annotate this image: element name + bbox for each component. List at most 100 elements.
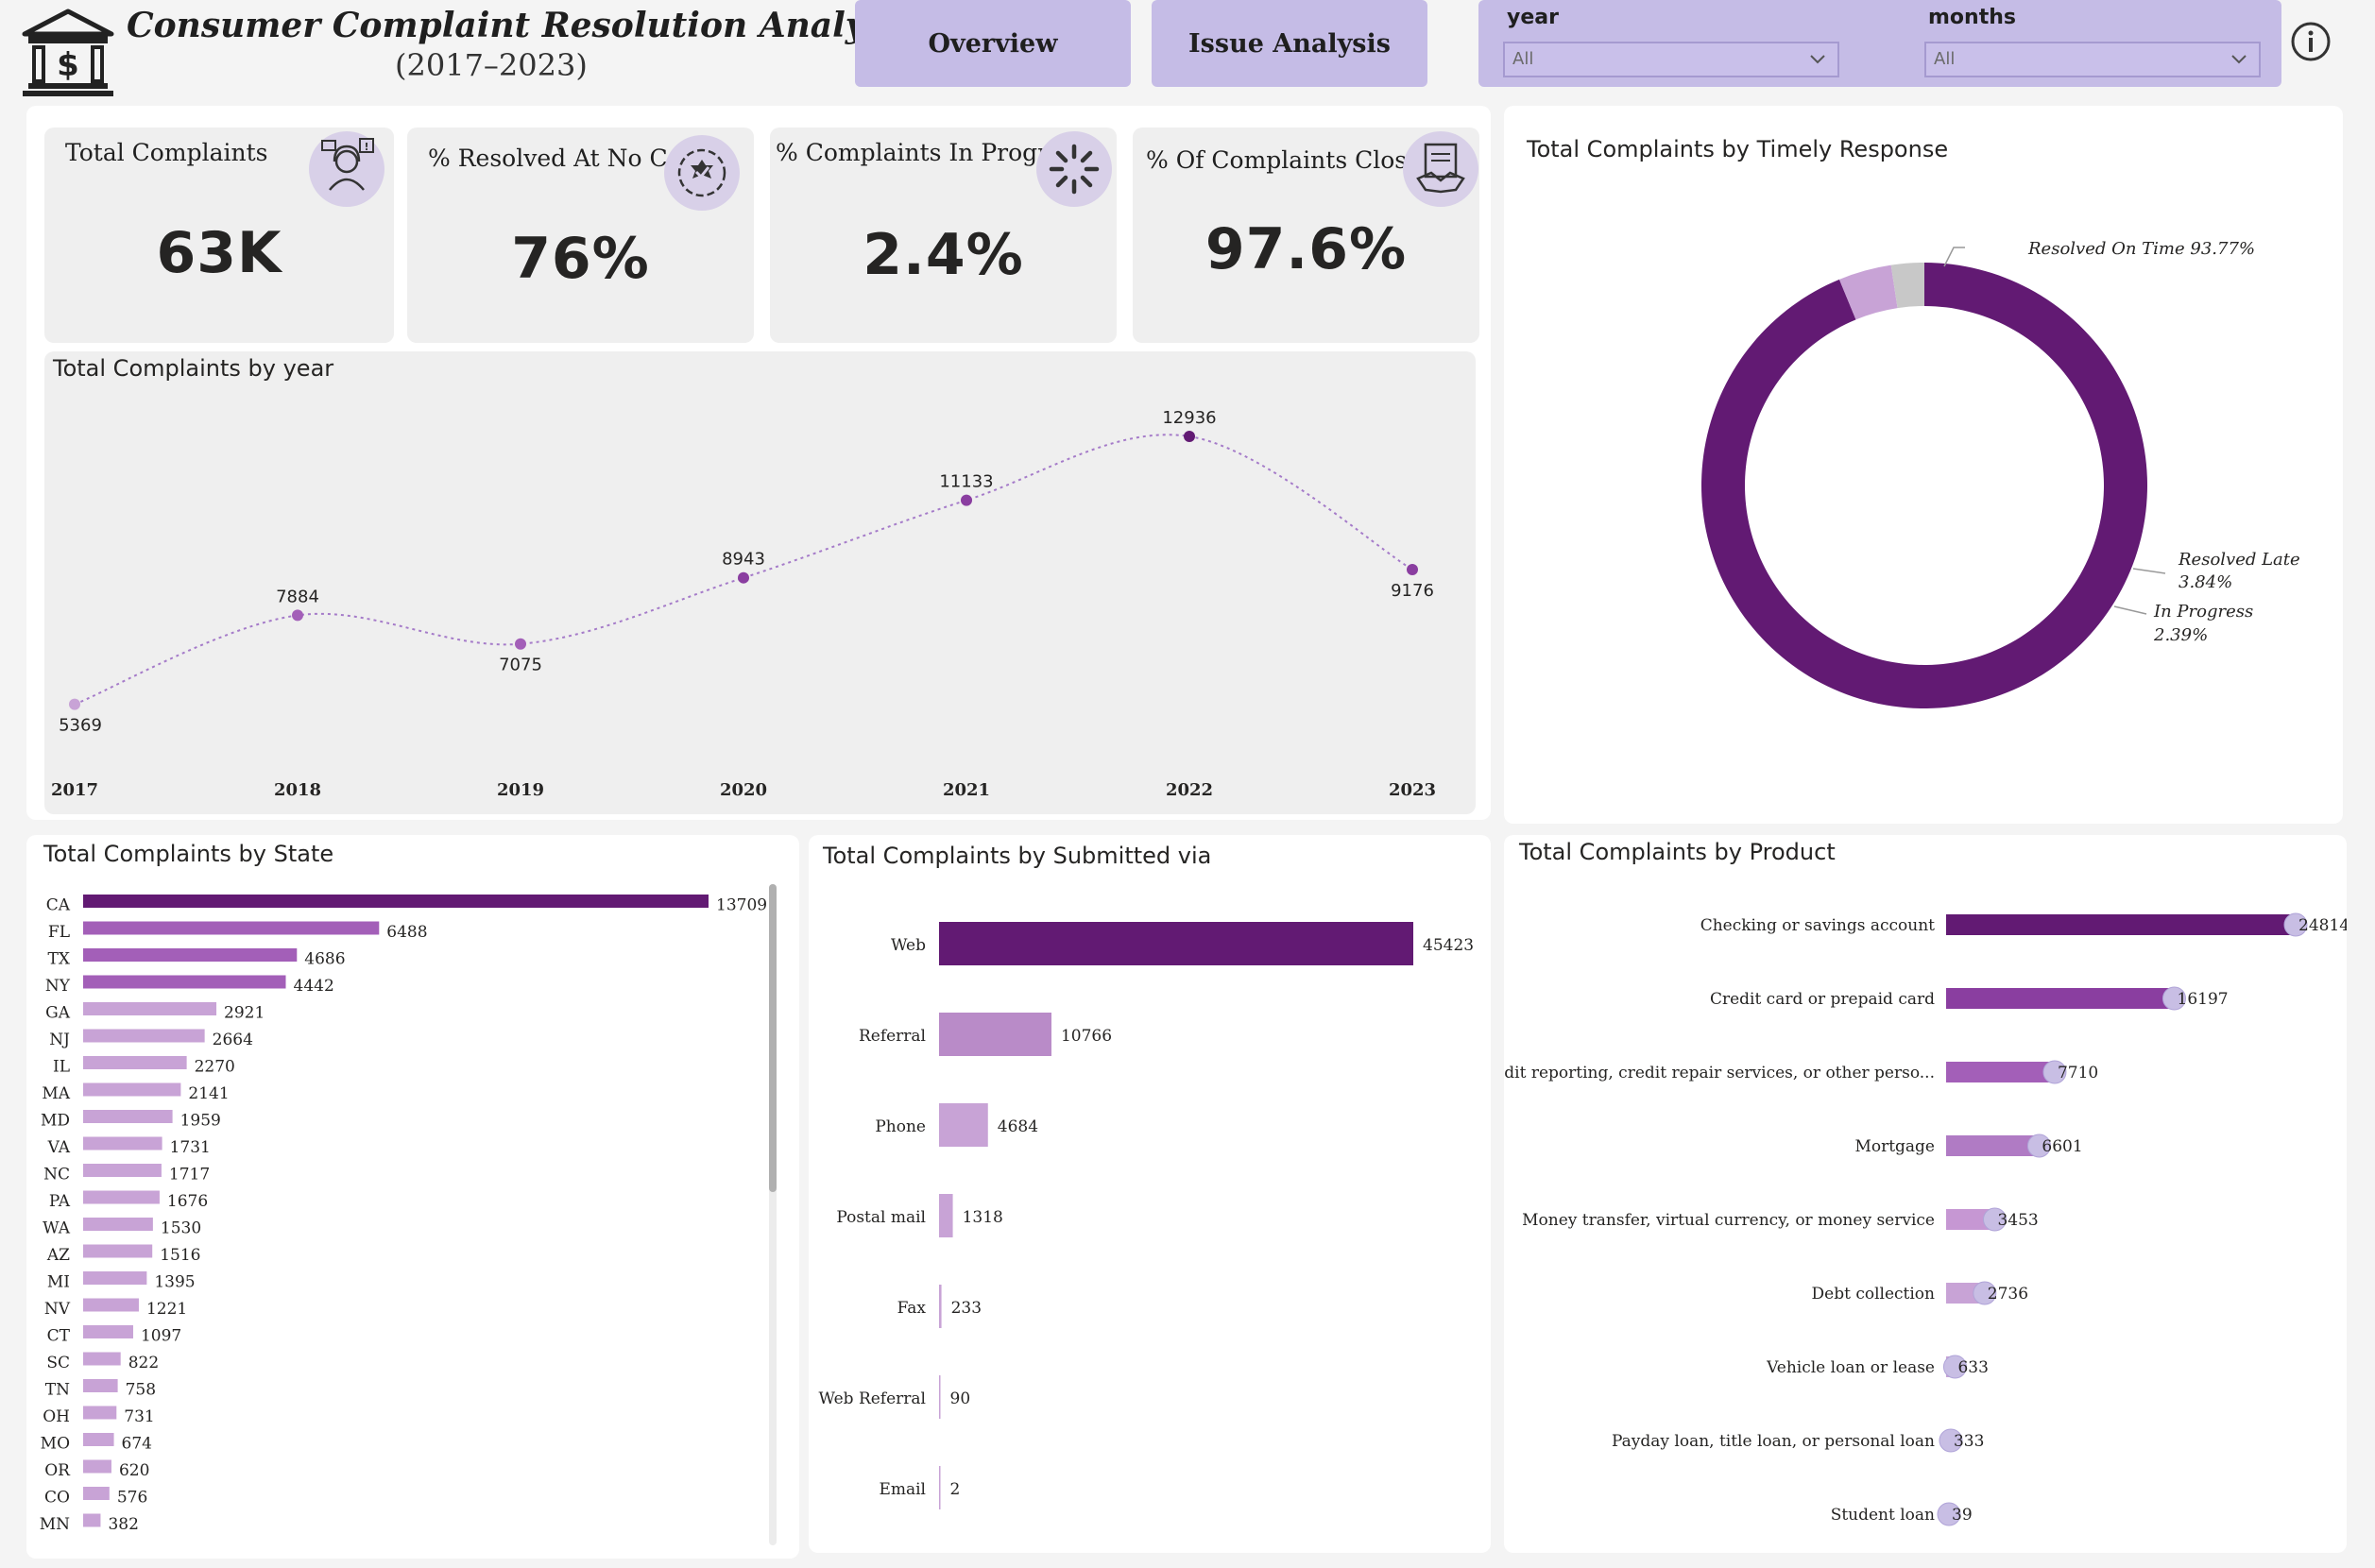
channel-bar [939,1375,941,1419]
channel-value-label: 1318 [963,1208,1003,1227]
product-chart-title: Total Complaints by Product [1519,839,1836,865]
line-series [74,434,1413,706]
state-label: IL [53,1058,70,1077]
state-value-label: 1516 [160,1246,200,1265]
product-label: Debt collection [1812,1285,1936,1304]
product-value-label: 3453 [1997,1211,2038,1230]
state-bar [83,1406,117,1420]
channel-bar [939,922,1413,965]
donut-label-progress-pct: 2.39% [2153,625,2208,645]
line-chart-panel: Total Complaints by year 5369 2017 7884 201… [44,351,1476,814]
channel-bar [939,1466,941,1509]
donut-slice [1838,264,1898,320]
year-slicer-dropdown[interactable]: All [1503,42,1839,77]
state-label: MI [47,1273,70,1292]
nav-issue-analysis-button[interactable]: Issue Analysis [1152,0,1427,87]
line-point [69,698,80,710]
state-value-label: 731 [124,1407,154,1426]
product-value-label: 333 [1954,1432,1984,1451]
timely-response-panel: Total Complaints by Timely Response Reso… [1504,106,2343,824]
state-bar [83,1056,187,1069]
state-bar [83,1352,121,1366]
state-value-label: 1959 [180,1112,221,1131]
state-label: OH [43,1407,70,1426]
kpi-in-progress[interactable]: % Complaints In Progress 2.4% [770,128,1117,343]
state-label: MO [41,1435,70,1454]
x-tick-label: 2017 [51,780,98,800]
x-tick-label: 2020 [720,780,767,800]
chevron-down-icon [2231,55,2247,64]
kpi-total-complaints[interactable]: Total Complaints 63K ! [44,128,394,343]
kpi-value: 76% [511,226,650,292]
product-label: Payday loan, title loan, or personal loa… [1612,1432,1935,1451]
state-bar [83,1164,162,1177]
product-bar-cap [1942,1355,1967,1379]
months-slicer-label: months [1928,6,2016,29]
channel-bar [939,1103,988,1147]
state-scrollbar-thumb[interactable] [769,884,777,1192]
year-slicer-label: year [1507,6,1559,29]
donut-slice [1890,263,1924,309]
channel-value-label: 45423 [1423,936,1474,955]
channel-label: Email [879,1480,926,1499]
channel-bar [939,1013,1051,1056]
channel-label: Web Referral [819,1389,926,1408]
x-tick-label: 2022 [1166,780,1213,800]
chevron-down-icon [1810,55,1825,64]
state-label: CT [47,1327,71,1346]
submitted-via-panel: Total Complaints by Submitted via Web 454… [809,835,1491,1553]
state-bar [83,1433,114,1446]
state-bar [83,895,709,908]
x-tick-label: 2023 [1389,780,1436,800]
state-bar [83,1002,217,1015]
product-chart-svg: Checking or savings account 24814 Credit c… [1504,912,2347,1526]
state-chart-title: Total Complaints by State [43,841,334,867]
kpi-closed[interactable]: % Of Complaints Closed 97.6% [1133,128,1479,343]
leader-line [1943,247,1965,267]
state-bar [83,1136,162,1150]
product-bar-cap [1939,1428,1963,1453]
loading-spinner-icon [1036,131,1112,207]
svg-text:$: $ [57,46,79,84]
line-data-label: 11133 [939,472,993,492]
product-bar-cap [2042,1060,2067,1084]
page-subtitle: (2017–2023) [395,47,588,83]
submitted-chart-title: Total Complaints by Submitted via [823,843,1212,869]
year-slicer-value: All [1512,49,1534,69]
channel-label: Postal mail [836,1208,926,1227]
product-label: Credit card or prepaid card [1710,990,1935,1009]
state-label: NY [45,977,71,996]
product-bar-cap [1937,1502,1961,1526]
state-bar [83,1459,111,1474]
state-label: OR [44,1461,71,1480]
nav-overview-button[interactable]: Overview [855,0,1131,87]
product-value-label: 7710 [2058,1064,2098,1082]
line-data-label: 7884 [276,587,319,606]
product-label: Student loan [1831,1506,1935,1525]
state-value-label: 1221 [146,1300,187,1319]
state-value-label: 576 [117,1489,147,1508]
state-value-label: 6488 [386,923,427,942]
kpi-resolved-no-cost[interactable]: % Resolved At No Cost 76% [407,128,754,343]
kpi-value: 97.6% [1205,216,1408,282]
page-title: Consumer Complaint Resolution Analysis [127,6,916,45]
months-slicer-dropdown[interactable]: All [1924,42,2261,77]
state-value-label: 674 [122,1435,152,1454]
product-value-label: 24814 [2298,916,2347,935]
state-bar [83,1513,101,1527]
product-bar-cap [1973,1281,1997,1305]
channel-value-label: 10766 [1061,1027,1112,1046]
donut-label-on-time: Resolved On Time 93.77% [2027,239,2255,259]
state-value-label: 2921 [224,1004,265,1023]
info-icon[interactable] [2290,21,2332,62]
state-value-label: 1731 [170,1138,211,1157]
channel-bar [939,1285,942,1328]
state-label: NJ [49,1031,70,1049]
state-scrollbar[interactable] [769,884,777,1545]
state-label: GA [45,1004,71,1023]
state-bar [83,1218,153,1231]
state-bar [83,1244,153,1258]
state-value-label: 4442 [294,977,334,996]
bank-logo-icon: $ [21,8,115,98]
line-point [515,638,526,650]
